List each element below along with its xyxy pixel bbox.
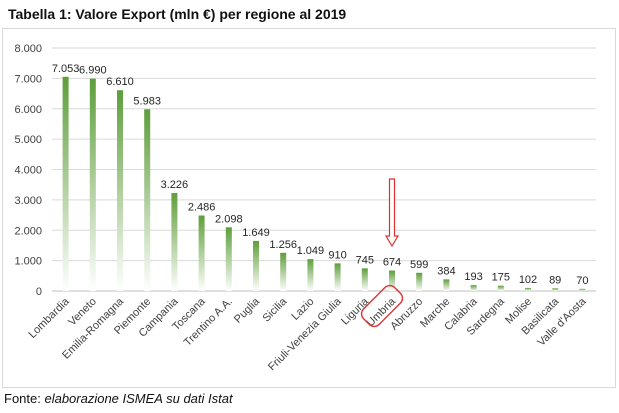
data-label: 70 bbox=[576, 275, 588, 287]
y-tick-label: 3.000 bbox=[14, 195, 42, 207]
data-label: 5.983 bbox=[133, 95, 161, 107]
data-label: 1.049 bbox=[297, 245, 325, 257]
source-note: Fonte: elaborazione ISMEA su dati Istat bbox=[4, 391, 233, 406]
data-label: 2.098 bbox=[215, 213, 243, 225]
bar bbox=[144, 109, 151, 291]
bar bbox=[525, 287, 531, 291]
bar bbox=[62, 76, 69, 291]
x-axis: LombardiaVenetoEmilia-RomagnaPiemonteCam… bbox=[26, 295, 589, 373]
y-tick-label: 4.000 bbox=[14, 165, 42, 177]
y-tick-label: 6.000 bbox=[14, 104, 42, 116]
gridlines bbox=[52, 47, 596, 292]
data-label: 89 bbox=[549, 274, 561, 286]
bar bbox=[470, 285, 477, 291]
bar bbox=[117, 90, 123, 291]
bar bbox=[416, 272, 423, 291]
chart-title: Tabella 1: Valore Export (mln €) per reg… bbox=[8, 6, 347, 22]
data-label: 6.610 bbox=[106, 76, 134, 88]
data-label: 175 bbox=[492, 272, 510, 284]
data-label: 2.486 bbox=[188, 201, 216, 213]
bar bbox=[497, 285, 504, 291]
bar bbox=[171, 193, 178, 291]
data-label: 1.649 bbox=[242, 227, 270, 239]
highlight-box bbox=[360, 284, 404, 328]
data-label: 674 bbox=[383, 257, 401, 269]
y-tick-label: 5.000 bbox=[14, 134, 42, 146]
chart-frame bbox=[2, 28, 616, 388]
bars bbox=[62, 76, 586, 292]
y-axis: 0 1.000 2.000 3.000 4.000 5.000 6.000 7.000 8.00… bbox=[14, 43, 42, 298]
bar bbox=[361, 268, 368, 291]
data-label: 102 bbox=[519, 274, 537, 286]
data-label: 7.053 bbox=[52, 63, 80, 75]
bar bbox=[443, 279, 450, 291]
y-tick-label: 2.000 bbox=[14, 225, 42, 237]
x-tick-label: Puglia bbox=[232, 295, 263, 326]
bar bbox=[552, 288, 559, 291]
data-label: 910 bbox=[328, 249, 346, 261]
y-tick-label: 8.000 bbox=[14, 43, 42, 55]
bar bbox=[280, 252, 287, 291]
data-label: 599 bbox=[410, 259, 428, 271]
source-prefix: Fonte: bbox=[4, 391, 45, 406]
data-label: 384 bbox=[437, 265, 455, 277]
x-tick-label: Sicilia bbox=[261, 295, 290, 324]
highlight-arrow-icon bbox=[384, 178, 400, 248]
data-label: 1.256 bbox=[269, 239, 297, 251]
bar bbox=[89, 78, 96, 292]
y-tick-label: 1.000 bbox=[14, 256, 42, 268]
source-text: elaborazione ISMEA su dati Istat bbox=[44, 391, 233, 406]
y-tick-label: 0 bbox=[36, 286, 42, 298]
data-label: 6.990 bbox=[79, 65, 107, 77]
bar bbox=[334, 263, 341, 291]
bar bbox=[307, 259, 314, 291]
bar bbox=[253, 240, 259, 291]
data-label: 3.226 bbox=[161, 179, 189, 191]
x-tick-label: Lombardia bbox=[26, 295, 72, 341]
bar bbox=[389, 270, 395, 291]
bar bbox=[225, 227, 232, 291]
y-tick-label: 7.000 bbox=[14, 73, 42, 85]
data-label: 193 bbox=[464, 271, 482, 283]
umbria-highlight bbox=[360, 178, 404, 328]
bar bbox=[579, 288, 586, 291]
data-label: 745 bbox=[356, 254, 374, 266]
bar bbox=[198, 215, 205, 291]
x-tick-label: Trentino A.A. bbox=[182, 296, 235, 349]
